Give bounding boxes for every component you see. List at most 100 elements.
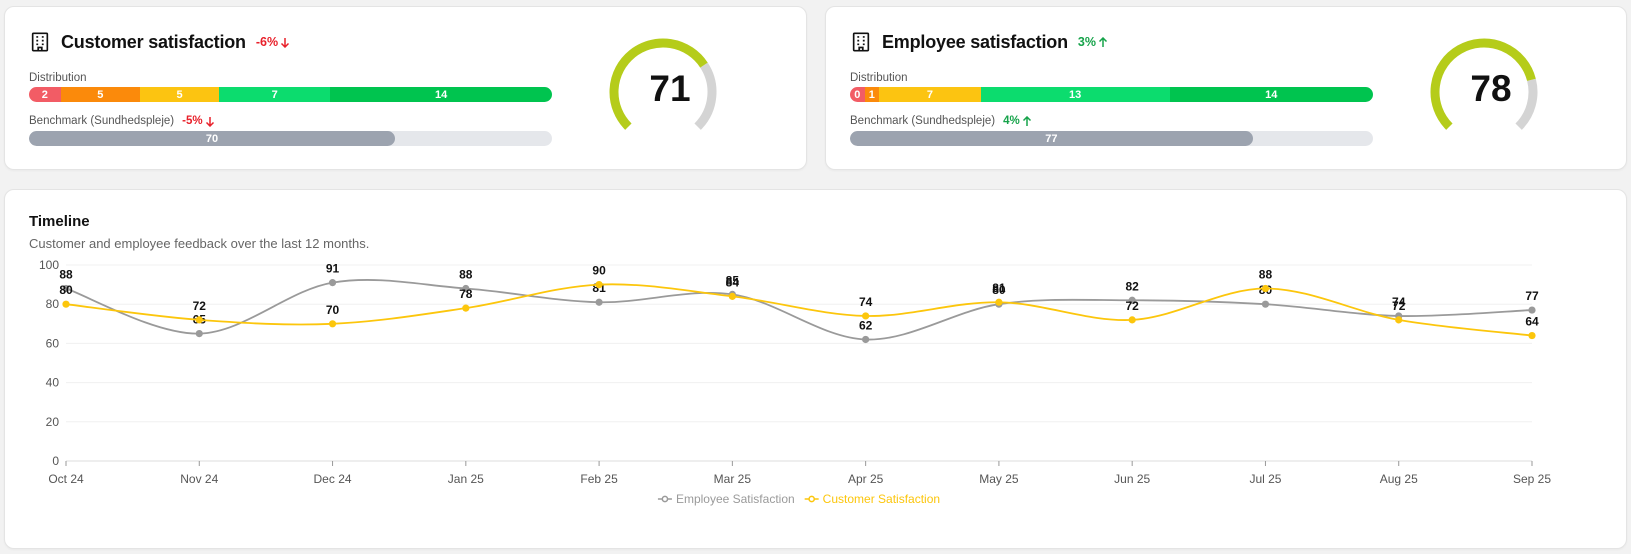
legend-label: Customer Satisfaction [823, 492, 940, 506]
employee-score: 78 [1470, 68, 1512, 109]
data-label: 72 [1392, 299, 1406, 313]
y-tick-label: 20 [46, 415, 60, 429]
gauge-fill [1430, 38, 1536, 130]
legend-item[interactable]: Customer Satisfaction [804, 492, 940, 506]
employee-delta: 3% [1078, 35, 1108, 49]
distribution-segment: 1 [864, 87, 880, 102]
data-point[interactable] [1128, 316, 1136, 324]
customer-benchmark-bar: 70 [29, 131, 552, 146]
timeline-card: Timeline Customer and employee feedback … [4, 189, 1627, 549]
x-tick-label: Jun 25 [1114, 472, 1150, 486]
x-tick-label: May 25 [979, 472, 1019, 486]
employee-benchmark-row: Benchmark (Sundhedspleje) 4% [850, 115, 1032, 127]
data-point[interactable] [995, 298, 1003, 306]
customer-benchmark-delta: -5% [182, 115, 214, 127]
legend-label: Employee Satisfaction [676, 492, 795, 506]
data-point[interactable] [195, 330, 203, 338]
y-tick-label: 100 [39, 258, 59, 272]
legend-item[interactable]: Employee Satisfaction [657, 492, 795, 506]
data-point[interactable] [462, 304, 470, 312]
customer-benchmark-label: Benchmark (Sundhedspleje) [29, 115, 175, 127]
y-tick-label: 60 [46, 336, 60, 350]
legend-marker [661, 495, 669, 503]
data-label: 74 [1392, 295, 1406, 309]
customer-benchmark-value: 70 [205, 132, 219, 145]
series-line [65, 283, 1533, 337]
data-label: 88 [1259, 268, 1273, 282]
customer-title: Customer satisfaction [61, 31, 246, 52]
data-label: 80 [992, 283, 1006, 297]
customer-benchmark-delta-value: -5% [182, 115, 203, 127]
data-point[interactable] [62, 300, 70, 308]
data-point[interactable] [1261, 284, 1270, 293]
x-tick-label: Oct 24 [48, 472, 84, 486]
employee-benchmark-label: Benchmark (Sundhedspleje) [850, 115, 996, 127]
x-tick-label: Jan 25 [448, 472, 484, 486]
data-point[interactable] [1128, 296, 1136, 304]
customer-satisfaction-card: Customer satisfaction -6% Distribution 2… [4, 6, 807, 170]
data-point[interactable] [462, 284, 470, 293]
x-tick-label: Feb 25 [580, 472, 618, 486]
x-tick-label: Nov 24 [180, 472, 218, 486]
customer-benchmark-row: Benchmark (Sundhedspleje) -5% [29, 115, 215, 127]
gauge-fill [609, 38, 708, 130]
data-point[interactable] [195, 316, 203, 324]
data-point[interactable] [328, 279, 337, 287]
building-icon [852, 32, 870, 52]
data-label: 88 [459, 268, 473, 282]
distribution-segment: 2 [29, 87, 61, 102]
legend-marker [808, 495, 816, 503]
employee-score-gauge: 78 [1426, 36, 1556, 136]
employee-benchmark-delta-value: 4% [1003, 115, 1020, 127]
customer-delta-value: -6% [255, 35, 279, 49]
data-point[interactable] [62, 284, 70, 293]
customer-distribution-bar: 2 5 5 7 14 [29, 87, 552, 102]
data-label: 64 [1525, 315, 1539, 329]
data-point[interactable] [728, 292, 736, 300]
data-point[interactable] [1395, 316, 1403, 324]
series-line [65, 279, 1533, 341]
data-label: 91 [326, 262, 340, 276]
distribution-segment: 7 [879, 87, 981, 102]
data-point[interactable] [595, 298, 603, 306]
distribution-segment: 5 [139, 87, 220, 102]
distribution-segment: 5 [60, 87, 140, 102]
employee-benchmark-value: 77 [1045, 132, 1058, 145]
data-point[interactable] [595, 281, 603, 289]
y-tick-label: 40 [46, 376, 60, 390]
arrow-down-icon [281, 37, 290, 48]
data-label: 81 [992, 281, 1006, 295]
distribution-segment: 7 [219, 87, 331, 102]
arrow-up-icon [1098, 36, 1107, 47]
y-tick-label: 0 [52, 454, 59, 468]
customer-score-gauge: 71 [605, 36, 735, 136]
data-point[interactable] [862, 312, 870, 320]
data-point[interactable] [1528, 331, 1536, 340]
arrow-up-icon [1022, 115, 1031, 126]
distribution-segment: 0 [850, 87, 865, 102]
chart-legend: Employee Satisfaction Customer Satisfacti… [657, 492, 940, 506]
data-label: 82 [1126, 279, 1140, 293]
employee-title: Employee satisfaction [882, 31, 1068, 52]
x-tick-label: Sep 25 [1513, 472, 1551, 486]
building-icon [31, 32, 49, 52]
data-label: 85 [726, 273, 740, 287]
gauge-track [1515, 78, 1538, 130]
data-point[interactable] [328, 320, 337, 328]
customer-benchmark-fill: 70 [29, 131, 396, 146]
customer-distribution-label: Distribution [29, 72, 87, 84]
data-point[interactable] [1528, 306, 1536, 314]
x-tick-label: Mar 25 [714, 472, 752, 486]
data-label: 80 [59, 283, 73, 297]
employee-benchmark-bar: 77 [850, 131, 1373, 146]
distribution-segment: 14 [1169, 87, 1373, 102]
x-tick-label: Apr 25 [848, 472, 884, 486]
gauge-track [694, 62, 717, 130]
employee-delta-value: 3% [1077, 35, 1096, 49]
data-point[interactable] [862, 335, 870, 344]
data-point[interactable] [1261, 300, 1270, 308]
x-tick-label: Aug 25 [1380, 472, 1418, 486]
timeline-title: Timeline [29, 213, 90, 230]
